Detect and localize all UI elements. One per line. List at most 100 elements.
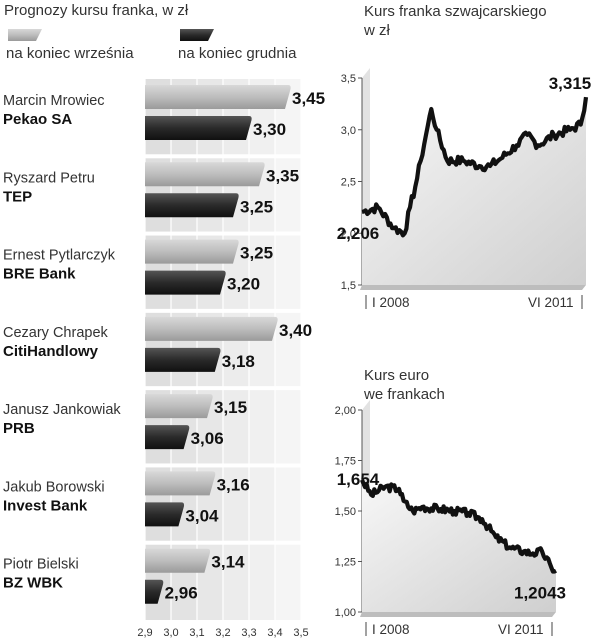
- series-line: [361, 96, 589, 238]
- eur-line-chart: Kurs euro we frankach 1,00 1,25 1,50 1,75 2,…: [335, 367, 566, 637]
- bar-value-label: 3,25: [240, 197, 273, 216]
- bar-september: [145, 394, 213, 419]
- bank-name: TEP: [3, 188, 32, 205]
- bars: [145, 85, 291, 604]
- bar-chart-title: Prognozy kursu franka, w zł: [4, 2, 189, 19]
- bank-name: BRE Bank: [3, 266, 76, 283]
- analyst-name: Janusz Jankowiak: [3, 402, 121, 418]
- analyst-name: Marcin Mrowiec: [3, 93, 105, 109]
- bar-value-label: 3,30: [253, 120, 286, 139]
- eur-title-line-1: Kurs euro: [364, 367, 429, 384]
- bar-value-label: 3,25: [240, 244, 273, 263]
- bar-value-label: 3,18: [222, 352, 255, 371]
- x-start-label: I 2008: [372, 622, 410, 637]
- bar-december: [145, 193, 239, 218]
- x-tick-label: 3,2: [215, 627, 230, 639]
- bar-value-label: 3,35: [266, 166, 299, 185]
- analyst-name: Ernest Pytlarczyk: [3, 248, 116, 264]
- eur-title-line-2: we frankach: [363, 386, 445, 403]
- bar-value-label: 3,45: [292, 89, 325, 108]
- bar-value-label: 3,06: [191, 429, 224, 448]
- grid-band: [275, 79, 301, 620]
- x-tick-label: 3,1: [189, 627, 204, 639]
- series-line: [360, 479, 557, 574]
- bar-december: [145, 116, 252, 140]
- bar-december: [145, 425, 190, 450]
- y-tick-label: 2,0: [341, 228, 356, 240]
- bank-name: CitiHandlowy: [3, 343, 99, 360]
- bar-value-label: 3,16: [217, 475, 250, 494]
- group-separator: [145, 386, 303, 391]
- grid-band: [223, 79, 249, 620]
- legend-label-september: na koniec września: [6, 45, 134, 62]
- bar-value-label: 3,40: [279, 321, 312, 340]
- plot-base: [360, 285, 586, 290]
- bar-x-ticks: 2,9 3,0 3,1 3,2 3,3 3,4 3,5: [137, 627, 308, 639]
- start-value-label: 2,206: [337, 224, 380, 243]
- group-separator: [145, 231, 303, 236]
- series-area: [362, 479, 556, 612]
- bar-december: [145, 502, 185, 527]
- bar-row-labels: Marcin Mrowiec Pekao SA 3,45 3,30 Ryszard Pe…: [3, 89, 325, 603]
- bank-name: PRB: [3, 420, 35, 437]
- y-tick-label: 3,0: [341, 125, 356, 137]
- chf-line-chart: Kurs franka szwajcarskiego w zł 1,52,02,…: [337, 3, 592, 310]
- y-tick-label: 2,5: [341, 177, 356, 189]
- bar-value-label: 3,04: [185, 506, 219, 525]
- bank-name: Pekao SA: [3, 111, 72, 128]
- bar-value-label: 2,96: [165, 584, 198, 603]
- group-separator: [145, 463, 303, 468]
- x-tick-label: 3,4: [267, 627, 282, 639]
- group-separator: [145, 308, 303, 313]
- x-start-label: I 2008: [372, 295, 410, 310]
- x-tick-label: 3,0: [163, 627, 178, 639]
- x-axis-bracket: [365, 295, 583, 309]
- group-separator: [145, 540, 303, 545]
- bar-september: [145, 471, 216, 496]
- x-tick-label: 2,9: [137, 627, 152, 639]
- bar-september: [145, 548, 211, 573]
- y-tick-label: 1,75: [335, 456, 356, 468]
- y-tick-label: 1,25: [335, 557, 356, 569]
- bar-september: [145, 85, 291, 109]
- y-tick-label: 2,00: [335, 405, 356, 417]
- end-value-label: 3,315: [549, 74, 592, 93]
- chf-title-line-2: w zł: [363, 22, 391, 39]
- chf-plot: 1,5 2,0 2,5 3,0 3,5 2,206 3,315 I 2008 VI 2011: [337, 68, 592, 310]
- bar-september: [145, 162, 265, 187]
- x-axis-bracket: [365, 622, 553, 636]
- bar-december: [145, 270, 226, 295]
- x-tick-label: 3,5: [293, 627, 308, 639]
- bar-december: [145, 579, 164, 604]
- bar-value-label: 3,15: [214, 398, 247, 417]
- x-end-label: VI 2011: [528, 295, 574, 310]
- bank-name: BZ WBK: [3, 575, 63, 592]
- eur-plot: 1,00 1,25 1,50 1,75 2,00 1,654 1,2043 I 2008 VI …: [335, 400, 566, 637]
- analyst-name: Piotr Bielski: [3, 557, 79, 573]
- chf-title-line-1: Kurs franka szwajcarskiego: [364, 3, 547, 20]
- analyst-name: Jakub Borowski: [3, 479, 105, 495]
- group-separator: [145, 154, 303, 159]
- x-tick-label: 3,3: [241, 627, 256, 639]
- legend-label-december: na koniec grudnia: [178, 45, 297, 62]
- y-tick-label: 1,5: [341, 280, 356, 292]
- start-value-label: 1,654: [337, 470, 380, 489]
- forecast-bar-chart: Prognozy kursu franka, w zł na koniec wr…: [3, 2, 325, 639]
- analyst-name: Cezary Chrapek: [3, 325, 109, 341]
- bar-december: [145, 347, 221, 372]
- grid-band: [249, 79, 275, 620]
- y-tick-label: 3,5: [341, 73, 356, 85]
- bar-september: [145, 316, 278, 341]
- bar-september: [145, 239, 239, 264]
- legend: na koniec września na koniec grudnia: [6, 29, 297, 62]
- y-tick-label: 1,00: [335, 607, 356, 619]
- legend-swatch-december: [180, 29, 214, 41]
- bar-value-label: 3,14: [211, 553, 245, 572]
- x-end-label: VI 2011: [498, 622, 544, 637]
- y-tick-label: 1,50: [335, 506, 356, 518]
- plot-base: [360, 612, 556, 617]
- series-area: [362, 97, 586, 285]
- bar-value-label: 3,20: [227, 275, 260, 294]
- analyst-name: Ryszard Petru: [3, 170, 95, 186]
